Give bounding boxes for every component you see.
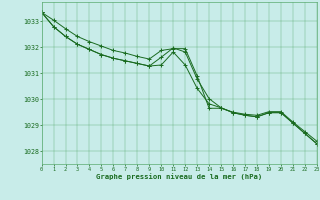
X-axis label: Graphe pression niveau de la mer (hPa): Graphe pression niveau de la mer (hPa) <box>96 173 262 180</box>
